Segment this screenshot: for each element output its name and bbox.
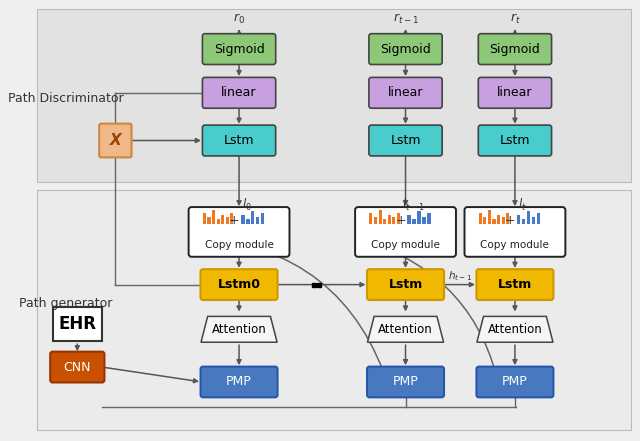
Bar bbox=[412, 219, 416, 224]
Text: Attention: Attention bbox=[488, 323, 542, 336]
Bar bbox=[241, 215, 244, 224]
Bar bbox=[369, 213, 372, 224]
Text: Sigmoid: Sigmoid bbox=[490, 43, 540, 56]
Bar bbox=[374, 217, 377, 224]
Text: Lstm: Lstm bbox=[224, 134, 254, 147]
Bar bbox=[517, 215, 520, 224]
FancyBboxPatch shape bbox=[367, 366, 444, 397]
Text: $l_t$: $l_t$ bbox=[518, 197, 527, 213]
Text: $r_t$: $r_t$ bbox=[509, 12, 520, 26]
FancyBboxPatch shape bbox=[189, 207, 289, 257]
Text: Lstm: Lstm bbox=[390, 134, 420, 147]
Text: Attention: Attention bbox=[378, 323, 433, 336]
Text: Attention: Attention bbox=[212, 323, 266, 336]
Bar bbox=[203, 213, 206, 224]
FancyBboxPatch shape bbox=[200, 366, 278, 397]
Bar bbox=[502, 217, 505, 224]
Text: +: + bbox=[396, 213, 406, 227]
Text: $h_{t-1}$: $h_{t-1}$ bbox=[448, 269, 472, 283]
Text: linear: linear bbox=[497, 86, 532, 99]
Bar bbox=[483, 217, 486, 224]
Bar bbox=[383, 219, 386, 224]
Text: $r_0$: $r_0$ bbox=[233, 12, 245, 26]
Text: linear: linear bbox=[221, 86, 257, 99]
Polygon shape bbox=[477, 316, 553, 342]
Bar bbox=[246, 219, 250, 224]
Text: linear: linear bbox=[388, 86, 423, 99]
FancyBboxPatch shape bbox=[37, 9, 631, 182]
Text: PMP: PMP bbox=[502, 375, 528, 389]
Text: $l_{t-1}$: $l_{t-1}$ bbox=[402, 197, 425, 213]
Text: Copy module: Copy module bbox=[371, 240, 440, 250]
Bar bbox=[527, 211, 531, 224]
Text: Copy module: Copy module bbox=[205, 240, 273, 250]
Text: PMP: PMP bbox=[393, 375, 419, 389]
Text: EHR: EHR bbox=[58, 315, 96, 333]
Bar bbox=[52, 307, 102, 341]
FancyBboxPatch shape bbox=[476, 269, 554, 300]
Bar bbox=[479, 213, 482, 224]
FancyBboxPatch shape bbox=[465, 207, 565, 257]
Bar bbox=[378, 210, 381, 224]
Text: +: + bbox=[229, 213, 239, 227]
Text: $r_{t-1}$: $r_{t-1}$ bbox=[392, 12, 419, 26]
Text: Lstm: Lstm bbox=[500, 134, 530, 147]
Text: Copy module: Copy module bbox=[481, 240, 549, 250]
FancyBboxPatch shape bbox=[202, 125, 276, 156]
FancyBboxPatch shape bbox=[200, 269, 278, 300]
Bar bbox=[532, 217, 535, 224]
FancyBboxPatch shape bbox=[50, 351, 104, 382]
FancyBboxPatch shape bbox=[478, 78, 552, 108]
Bar bbox=[488, 210, 491, 224]
Bar bbox=[226, 217, 228, 224]
Bar bbox=[506, 213, 509, 224]
FancyBboxPatch shape bbox=[369, 125, 442, 156]
Bar bbox=[221, 215, 224, 224]
FancyBboxPatch shape bbox=[369, 34, 442, 64]
Bar bbox=[408, 215, 411, 224]
Bar bbox=[493, 219, 495, 224]
FancyBboxPatch shape bbox=[478, 34, 552, 64]
FancyBboxPatch shape bbox=[202, 78, 276, 108]
FancyBboxPatch shape bbox=[478, 125, 552, 156]
Bar bbox=[207, 217, 211, 224]
Text: Lstm0: Lstm0 bbox=[218, 278, 260, 291]
Bar bbox=[522, 219, 525, 224]
Text: CNN: CNN bbox=[63, 361, 91, 374]
Bar bbox=[251, 211, 255, 224]
Bar bbox=[388, 215, 390, 224]
Polygon shape bbox=[201, 316, 277, 342]
FancyBboxPatch shape bbox=[99, 123, 132, 157]
Bar bbox=[536, 213, 540, 224]
Bar bbox=[230, 213, 234, 224]
Bar bbox=[256, 217, 259, 224]
Bar bbox=[392, 217, 396, 224]
Text: Path generator: Path generator bbox=[19, 298, 113, 310]
FancyBboxPatch shape bbox=[355, 207, 456, 257]
FancyBboxPatch shape bbox=[37, 190, 631, 430]
Bar bbox=[422, 217, 426, 224]
Bar bbox=[260, 213, 264, 224]
FancyBboxPatch shape bbox=[202, 34, 276, 64]
Bar bbox=[212, 210, 215, 224]
Text: PMP: PMP bbox=[226, 375, 252, 389]
Bar bbox=[497, 215, 500, 224]
Text: +: + bbox=[505, 213, 515, 227]
Text: Path Discriminator: Path Discriminator bbox=[8, 92, 124, 105]
Text: Sigmoid: Sigmoid bbox=[380, 43, 431, 56]
Text: Lstm: Lstm bbox=[388, 278, 422, 291]
Bar bbox=[417, 211, 421, 224]
FancyBboxPatch shape bbox=[367, 269, 444, 300]
Bar bbox=[428, 213, 431, 224]
Text: Lstm: Lstm bbox=[498, 278, 532, 291]
Bar bbox=[216, 219, 220, 224]
Text: X: X bbox=[109, 133, 121, 148]
FancyBboxPatch shape bbox=[369, 78, 442, 108]
FancyBboxPatch shape bbox=[476, 366, 554, 397]
Bar bbox=[397, 213, 400, 224]
Polygon shape bbox=[367, 316, 444, 342]
Text: $l_0$: $l_0$ bbox=[242, 197, 252, 213]
Text: Sigmoid: Sigmoid bbox=[214, 43, 264, 56]
